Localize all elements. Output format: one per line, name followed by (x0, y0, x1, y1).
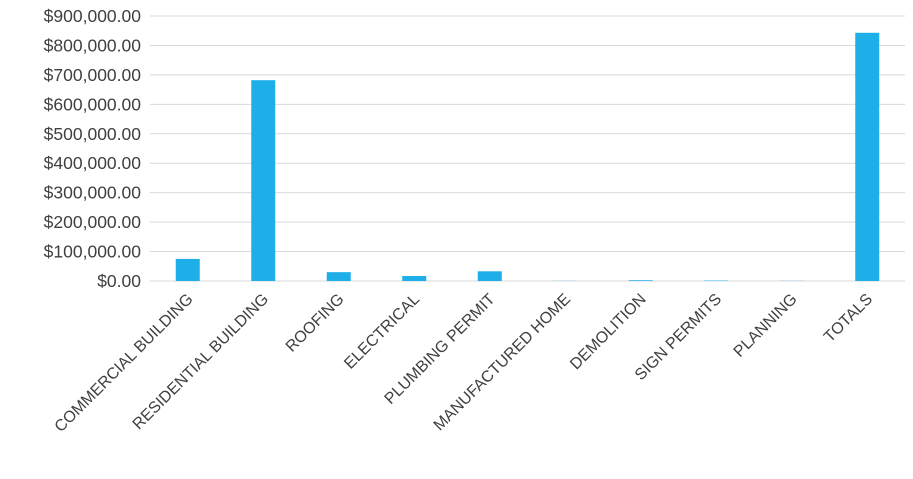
bar (402, 275, 427, 281)
bar (326, 272, 351, 281)
y-tick-label: $900,000.00 (44, 6, 142, 26)
x-category-label: RESIDENTIAL BUILDING (130, 291, 272, 433)
bar (251, 80, 276, 281)
x-category-label: ROOFING (283, 291, 348, 356)
bar (855, 32, 880, 282)
y-tick-label: $400,000.00 (44, 153, 142, 173)
bar (628, 280, 653, 281)
gridlines (150, 15, 905, 282)
bar (477, 271, 502, 281)
x-category-label: PLANNING (731, 291, 801, 361)
y-axis-tick-labels: $0.00 $100,000.00 $200,000.00 $300,000.00 $4… (44, 6, 142, 291)
y-tick-label: $300,000.00 (44, 183, 142, 203)
y-tick-label: $0.00 (97, 271, 141, 291)
y-tick-label: $500,000.00 (44, 124, 142, 144)
x-category-label: ELECTRICAL (341, 291, 423, 373)
y-tick-label: $800,000.00 (44, 35, 142, 55)
bar (175, 258, 200, 281)
y-tick-label: $700,000.00 (44, 65, 142, 85)
x-category-label: DEMOLITION (567, 291, 649, 373)
y-tick-label: $200,000.00 (44, 212, 142, 232)
y-tick-label: $100,000.00 (44, 242, 142, 262)
y-tick-label: $600,000.00 (44, 94, 142, 114)
bars (175, 32, 880, 282)
x-category-label: COMMERCIAL BUILDING (52, 291, 197, 436)
x-category-label: TOTALS (821, 291, 876, 346)
x-category-label: MANUFACTURED HOME (431, 291, 574, 434)
